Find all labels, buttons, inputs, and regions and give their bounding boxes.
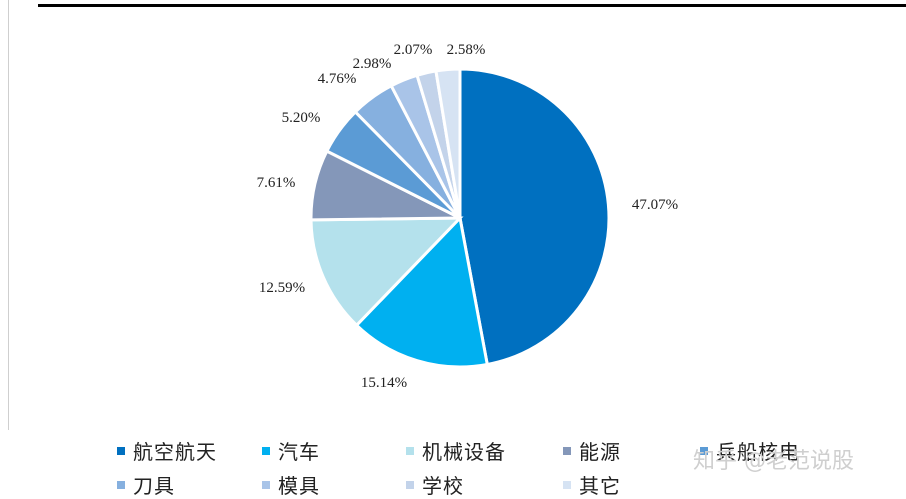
legend-item: 兵船核电 [700,436,800,465]
legend-item: 能源 [563,436,621,465]
legend-label: 刀具 [133,474,175,498]
slice-label: 15.14% [361,375,407,391]
legend-item: 机械设备 [406,436,506,465]
legend-swatch [117,480,125,489]
legend-swatch [563,446,571,455]
slice-label: 2.98% [353,56,392,72]
left-border [8,0,9,430]
legend-swatch [563,480,571,489]
top-rule [38,4,906,7]
legend-swatch [700,446,708,455]
legend-swatch [262,480,270,489]
legend-item: 汽车 [262,436,320,465]
legend-label: 模具 [278,474,320,498]
legend-label: 机械设备 [422,440,506,464]
slice-label: 47.07% [632,197,678,213]
legend-label: 航空航天 [133,440,217,464]
legend-label: 兵船核电 [716,440,800,464]
legend-item: 刀具 [117,470,175,499]
slice-label: 12.59% [259,280,305,296]
legend-label: 汽车 [278,440,320,464]
slice-label: 2.58% [447,42,486,58]
legend-label: 其它 [579,474,621,498]
pie-slice [354,214,490,369]
pie-slice [434,67,462,219]
legend-label: 学校 [422,474,464,498]
pie-slice [458,67,611,367]
legend-swatch [406,446,414,455]
slice-label: 4.76% [318,71,357,87]
slice-label: 5.20% [282,110,321,126]
legend-item: 学校 [406,470,464,499]
slice-label: 2.07% [394,42,433,58]
legend-swatch [406,480,414,489]
pie-slice [309,216,464,328]
legend-item: 其它 [563,470,621,499]
legend-item: 模具 [262,470,320,499]
slice-label: 7.61% [257,175,296,191]
legend-label: 能源 [579,440,621,464]
legend-swatch [117,446,125,455]
legend-swatch [262,446,270,455]
legend-item: 航空航天 [117,436,217,465]
watermark: 知乎 @老范说股 [693,449,854,474]
